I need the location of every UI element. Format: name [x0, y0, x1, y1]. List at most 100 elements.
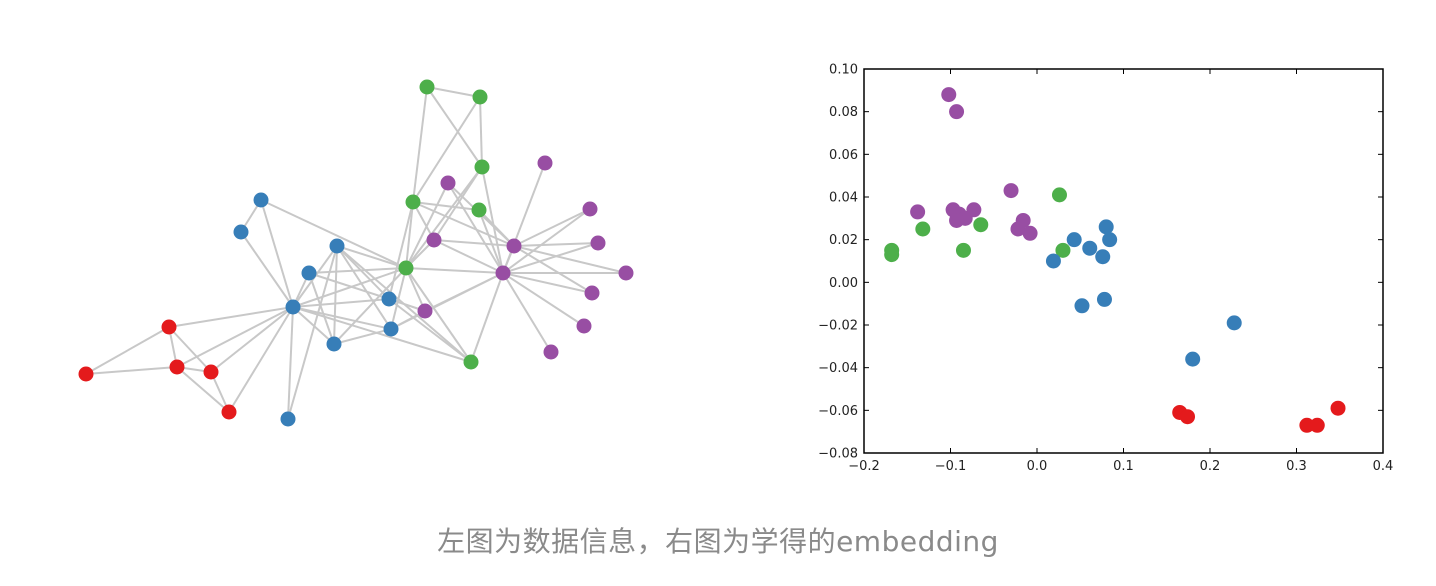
- y-tick-label: 0.04: [829, 191, 858, 206]
- x-tick-label: 0.0: [1027, 459, 1048, 474]
- graph-node: [584, 285, 600, 301]
- graph-nodes: [78, 79, 634, 427]
- graph-node: [419, 79, 435, 95]
- scatter-point: [1045, 253, 1061, 269]
- scatter-point: [1098, 219, 1114, 235]
- graph-edge: [336, 245, 407, 269]
- graph-node: [440, 175, 456, 191]
- graph-edge: [260, 199, 294, 308]
- y-tick-label: 0.02: [829, 233, 858, 248]
- graph-edge: [513, 245, 593, 294]
- scatter-point: [1226, 315, 1242, 331]
- scatter-point: [1309, 417, 1325, 433]
- graph-edge: [308, 272, 335, 345]
- scatter-point: [1022, 225, 1038, 241]
- graph-node: [161, 319, 177, 335]
- graph-edge: [168, 306, 294, 328]
- y-tick-label: 0.00: [829, 276, 858, 291]
- scatter-point: [1299, 417, 1315, 433]
- graph-edge: [513, 242, 599, 247]
- graph-edge: [502, 242, 599, 274]
- graph-node: [221, 404, 237, 420]
- graph-edge: [412, 201, 515, 247]
- graph-node: [383, 321, 399, 337]
- graph-node: [463, 354, 479, 370]
- y-tick-label: −0.04: [818, 361, 858, 376]
- scatter-point: [1096, 291, 1112, 307]
- graph-node: [537, 155, 553, 171]
- y-tick-label: −0.08: [818, 447, 858, 462]
- graph-edge: [426, 86, 481, 98]
- graph-edge: [85, 366, 178, 375]
- x-tick-label: −0.2: [848, 459, 880, 474]
- graph-node: [590, 235, 606, 251]
- graph-node: [582, 201, 598, 217]
- graph-node: [78, 366, 94, 382]
- embedding-scatter-plot: −0.2 −0.1 0.0 0.1 0.2 0.3 0.4 0.10 0.08 0.06 0.04 0…: [818, 63, 1393, 475]
- graph-edge: [240, 231, 294, 308]
- graph-edge: [405, 267, 426, 312]
- graph-node: [472, 89, 488, 105]
- scatter-point: [1102, 232, 1118, 248]
- scatter-points: [884, 87, 1346, 433]
- graph-node: [301, 265, 317, 281]
- figure-caption: 左图为数据信息，右图为学得的embedding: [437, 525, 999, 558]
- scatter-point: [1074, 298, 1090, 314]
- graph-edge: [447, 182, 504, 274]
- graph-node: [326, 336, 342, 352]
- graph-edge: [412, 96, 481, 203]
- graph-node: [381, 291, 397, 307]
- graph-edge: [308, 267, 407, 274]
- scatter-point: [1051, 187, 1067, 203]
- graph-edge: [513, 208, 591, 247]
- scatter-point: [941, 87, 957, 103]
- graph-edge: [481, 166, 504, 274]
- graph-node: [285, 299, 301, 315]
- scatter-point: [1095, 249, 1111, 265]
- scatter-point: [1003, 183, 1019, 199]
- graph-node: [329, 238, 345, 254]
- graph-edge: [292, 306, 392, 330]
- scatter-point: [910, 204, 926, 220]
- x-tick-label: 0.3: [1286, 459, 1307, 474]
- scatter-point: [1330, 400, 1346, 416]
- graph-edge: [502, 272, 552, 353]
- graph-edge: [388, 298, 472, 363]
- graph-edge: [405, 267, 504, 274]
- graph-edge: [433, 239, 504, 274]
- y-tick-label: −0.06: [818, 404, 858, 419]
- graph-edge: [502, 272, 593, 294]
- x-tick-label: −0.1: [935, 459, 967, 474]
- network-graph: [78, 79, 634, 427]
- graph-node: [169, 359, 185, 375]
- graph-node: [576, 318, 592, 334]
- x-tick-label: 0.2: [1200, 459, 1221, 474]
- graph-edge: [478, 209, 515, 247]
- graph-edge: [412, 201, 480, 211]
- scatter-point: [884, 247, 900, 263]
- axis-ticks: −0.2 −0.1 0.0 0.1 0.2 0.3 0.4 0.10 0.08 0.06 0.04 0…: [818, 63, 1393, 475]
- graph-node: [474, 159, 490, 175]
- graph-edge: [405, 182, 449, 269]
- graph-edge: [479, 96, 483, 168]
- scatter-point: [1180, 409, 1196, 425]
- graph-edge: [333, 245, 338, 345]
- graph-edge: [287, 245, 338, 420]
- scatter-point: [949, 104, 965, 120]
- scatter-point: [1055, 242, 1071, 258]
- y-tick-label: −0.02: [818, 319, 858, 334]
- graph-edge: [210, 306, 294, 373]
- graph-edge: [292, 267, 407, 308]
- y-tick-label: 0.10: [829, 63, 858, 78]
- graph-edge: [333, 267, 407, 345]
- graph-edge: [390, 267, 407, 330]
- graph-node: [203, 364, 219, 380]
- scatter-point: [915, 221, 931, 237]
- graph-edge: [176, 366, 230, 413]
- graph-edge: [433, 239, 515, 247]
- plot-frame: [863, 68, 1384, 454]
- graph-edge: [308, 272, 390, 300]
- graph-edge: [412, 86, 428, 203]
- graph-node: [543, 344, 559, 360]
- graph-edge: [333, 328, 392, 345]
